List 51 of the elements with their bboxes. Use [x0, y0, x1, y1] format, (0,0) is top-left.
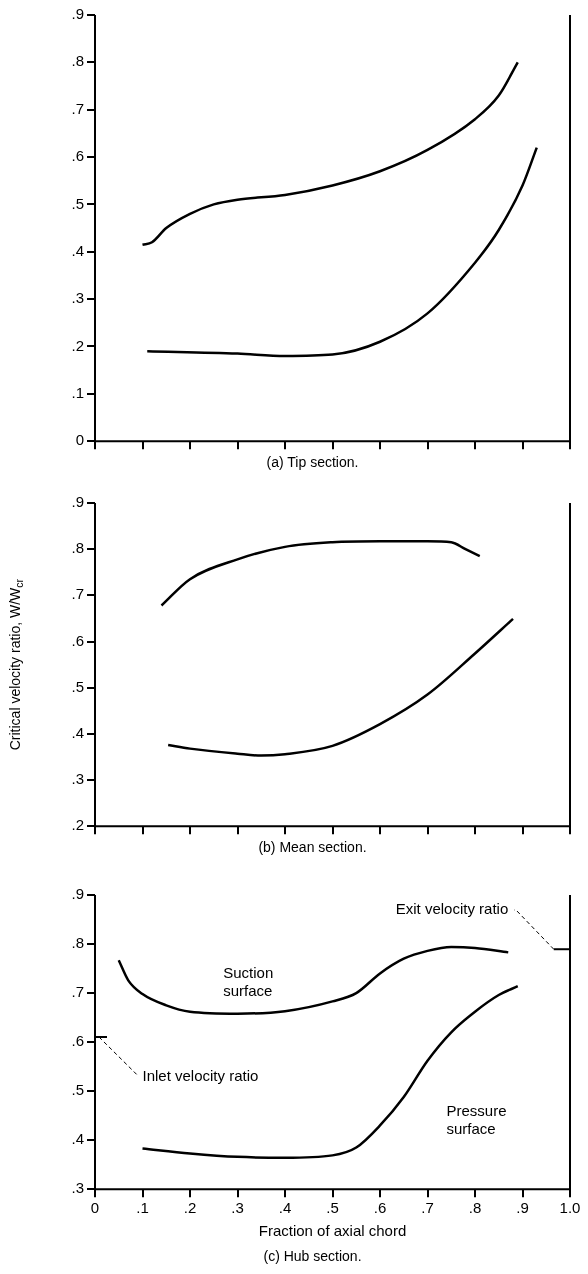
line-series: [117, 945, 510, 1015]
y-tick-label: .5: [71, 194, 84, 212]
x-tick-label: .6: [373, 1199, 387, 1217]
annotation: Inlet velocity ratio: [142, 1066, 259, 1084]
x-tick-label: .2: [183, 1199, 197, 1217]
annotation: Exit velocity ratio: [395, 899, 509, 917]
y-tick-label: .5: [71, 677, 84, 695]
text: (b) Mean section.: [258, 839, 367, 856]
y-tick-label: .8: [71, 934, 84, 952]
y-tick-label: .5: [71, 1081, 84, 1099]
y-tick-label: .2: [71, 336, 84, 354]
y-tick-label: .9: [71, 5, 84, 23]
x-tick-label: .5: [326, 1199, 339, 1217]
y-tick-label: .4: [71, 1130, 84, 1148]
x-tick-label: .8: [468, 1199, 482, 1217]
annotation: Pressure surface: [446, 1101, 507, 1137]
y-tick-label: .6: [71, 147, 84, 165]
y-tick-label: .8: [71, 539, 84, 557]
x-tick-label: .7: [421, 1199, 434, 1217]
y-tick-label: .3: [71, 1179, 84, 1197]
line-series: [166, 617, 515, 757]
y-tick-label: .6: [71, 1032, 84, 1050]
x-tick-label: .4: [278, 1199, 292, 1217]
y-tick-label: .4: [71, 724, 84, 741]
y-tick-label: .4: [71, 241, 84, 259]
y-tick-label: .3: [71, 770, 84, 788]
line-series: [141, 61, 519, 246]
y-tick-label: 0: [75, 431, 84, 449]
x-tick-label: .9: [516, 1199, 529, 1217]
x-tick-label: 1.0: [559, 1199, 581, 1217]
y-tick-label: .6: [71, 631, 84, 649]
y-axis-title: Critical velocity ratio, W/Wcr: [6, 578, 26, 751]
x-axis-title: Fraction of axial chord: [258, 1222, 407, 1240]
y-tick-label: .3: [71, 289, 84, 307]
line-series: [141, 984, 519, 1160]
y-tick-label: .1: [71, 383, 84, 401]
y-tick-label: .7: [71, 585, 84, 603]
text: (a) Tip section.: [266, 454, 359, 471]
x-tick-label: .3: [231, 1199, 244, 1217]
y-tick-label: .7: [71, 99, 84, 117]
line-series: [160, 540, 481, 607]
text: (c) Hub section.: [263, 1248, 362, 1265]
annotation: Suction surface: [223, 964, 274, 1000]
x-tick-label: 0: [90, 1199, 100, 1217]
x-tick-label: .1: [136, 1199, 149, 1217]
y-tick-label: .7: [71, 983, 84, 1001]
y-tick-label: .2: [71, 816, 84, 834]
line-series: [146, 146, 538, 358]
y-tick-label: .9: [71, 493, 84, 511]
y-tick-label: .8: [71, 52, 84, 70]
y-tick-label: .9: [71, 885, 84, 903]
